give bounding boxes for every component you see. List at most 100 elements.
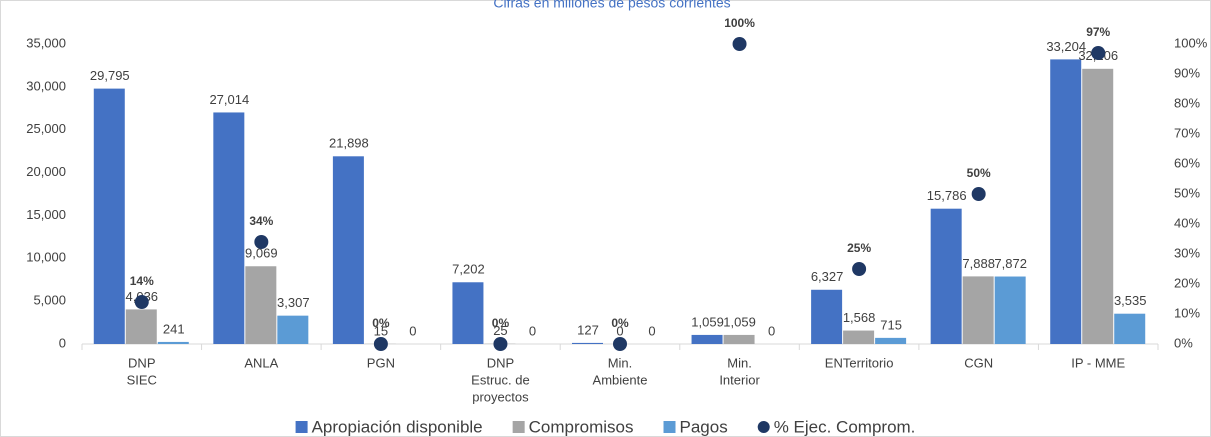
bar-value-label: 1,059 (723, 314, 756, 329)
percent-label: 14% (130, 274, 154, 288)
y-tick-label: 0 (59, 335, 66, 350)
x-tick-label: Min. (727, 355, 752, 370)
percent-marker (134, 295, 149, 309)
legend-swatch (295, 421, 308, 433)
percent-label: 97% (1086, 25, 1110, 39)
x-tick-label: Min. (608, 355, 633, 370)
bar-value-label: 7,888 (962, 256, 995, 271)
percent-label: 0% (372, 316, 390, 330)
x-tick-label: IP - MME (1071, 355, 1125, 370)
y2-tick-label: 50% (1174, 185, 1200, 200)
bar-value-label: 25 (493, 323, 507, 338)
percent-label: 50% (967, 166, 991, 180)
bar (811, 289, 843, 344)
x-tick-label: DNP (128, 355, 155, 370)
percent-label: 25% (847, 241, 871, 255)
bar (843, 330, 875, 344)
bar (93, 88, 125, 344)
bar-value-label: 0 (409, 323, 416, 338)
bar (875, 337, 907, 344)
bar-value-label: 9,069 (245, 246, 278, 261)
percent-marker (732, 37, 747, 51)
bar-value-label: 7,202 (452, 262, 485, 277)
bar-value-label: 715 (880, 317, 902, 332)
bar-value-label: 241 (163, 321, 185, 336)
legend-swatch (512, 421, 525, 433)
percent-label: 100% (724, 16, 755, 30)
y-tick-label: 15,000 (26, 207, 66, 222)
y2-tick-label: 0% (1174, 335, 1193, 350)
y2-tick-label: 80% (1174, 95, 1200, 110)
bar (452, 282, 484, 344)
bar-value-label: 0 (768, 323, 775, 338)
bar (125, 309, 157, 344)
x-tick-label: CGN (964, 355, 993, 370)
x-tick-label: DNP (487, 355, 514, 370)
bar-value-label: 29,795 (90, 68, 130, 83)
bar-value-label: 1,059 (691, 314, 724, 329)
x-tick-label: proyectos (472, 389, 529, 404)
legend-label: Apropiación disponible (312, 417, 483, 436)
bar (1050, 59, 1082, 344)
percent-marker (493, 337, 508, 351)
percent-marker (1091, 46, 1106, 60)
y2-tick-label: 30% (1174, 245, 1200, 260)
y-tick-label: 20,000 (26, 164, 66, 179)
bar (723, 334, 755, 344)
percent-marker (254, 235, 269, 249)
x-tick-label: ENTerritorio (825, 355, 894, 370)
bar (157, 341, 189, 344)
y2-tick-label: 40% (1174, 215, 1200, 230)
bar (1082, 68, 1114, 344)
bar (930, 208, 962, 344)
bar-value-label: 0 (529, 323, 536, 338)
x-tick-label: SIEC (127, 372, 157, 387)
legend-marker (757, 421, 770, 433)
y-tick-label: 25,000 (26, 121, 66, 136)
bar-value-label: 3,535 (1114, 293, 1147, 308)
y2-tick-label: 90% (1174, 65, 1200, 80)
bar-value-label: 7,872 (994, 256, 1027, 271)
percent-label: 34% (249, 214, 273, 228)
percent-marker (373, 337, 388, 351)
bar-value-label: 3,307 (277, 295, 310, 310)
bar (691, 334, 723, 344)
y2-tick-label: 70% (1174, 125, 1200, 140)
bar-value-label: 15 (374, 323, 388, 338)
x-tick-label: ANLA (244, 355, 278, 370)
bar (994, 276, 1026, 344)
legend-label: Compromisos (529, 417, 634, 436)
percent-marker (613, 337, 627, 351)
bar-value-label: 21,898 (329, 136, 369, 151)
bar-value-label: 1,568 (843, 310, 876, 325)
y2-tick-label: 100% (1174, 35, 1208, 50)
percent-label: 0% (611, 316, 629, 330)
legend-label: % Ejec. Comprom. (774, 417, 916, 436)
y-tick-label: 10,000 (26, 250, 66, 265)
bar-value-label: 15,786 (927, 188, 967, 203)
bar (1114, 313, 1146, 344)
x-tick-label: Ambiente (593, 372, 648, 387)
bar-value-label: 33,204 (1046, 39, 1086, 54)
y2-tick-label: 20% (1174, 275, 1200, 290)
percent-marker (971, 187, 986, 201)
legend-label: Pagos (680, 417, 728, 436)
bar (962, 276, 994, 344)
bar (277, 315, 309, 344)
bar-value-label: 0 (648, 323, 655, 338)
percent-label: 0% (492, 316, 510, 330)
bar-value-label: 0 (616, 323, 623, 338)
bar-value-label: 127 (577, 322, 599, 337)
x-tick-label: Interior (719, 372, 760, 387)
bar (213, 112, 245, 344)
bar (245, 266, 277, 344)
y-tick-label: 5,000 (33, 293, 66, 308)
bar-value-label: 6,327 (811, 269, 844, 284)
bar-value-label: 27,014 (209, 92, 249, 107)
bar (332, 156, 364, 344)
x-tick-label: PGN (367, 355, 395, 370)
percent-marker (852, 262, 867, 276)
bar (572, 342, 603, 344)
